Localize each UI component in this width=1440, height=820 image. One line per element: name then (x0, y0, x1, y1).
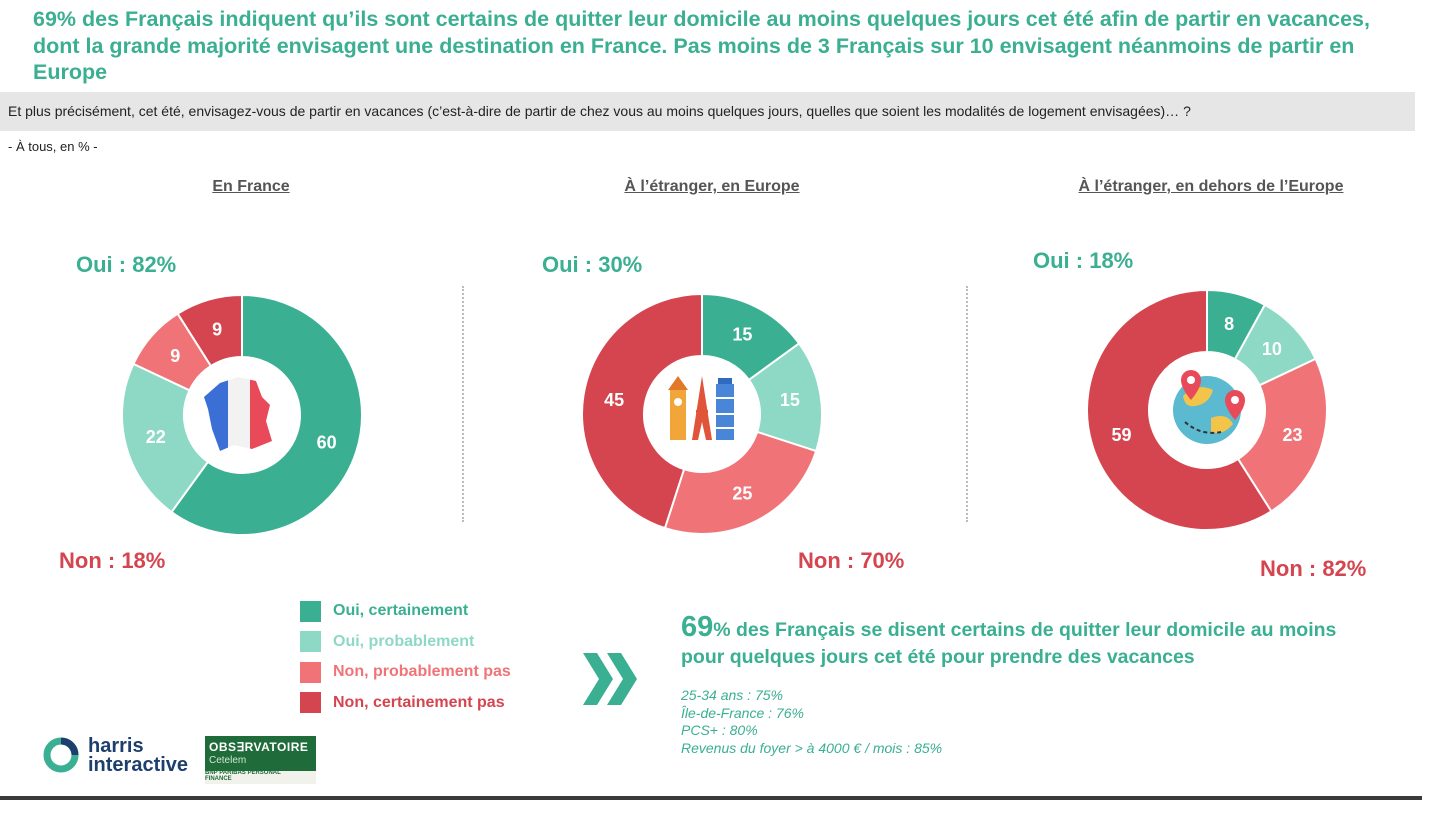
slice-value-label: 15 (732, 325, 752, 345)
legend-swatch (300, 661, 321, 683)
slice-non-probablement-pas (663, 430, 818, 535)
legend-swatch (300, 600, 321, 622)
observatoire-title: OBS∃RVATOIRE (209, 740, 309, 754)
observatoire-sub: Cetelem (209, 755, 247, 766)
legend-swatch (300, 631, 321, 653)
non-label-france: Non : 18% (59, 548, 166, 573)
legend-label: Non, probablement pas (333, 663, 511, 681)
legend-item: Oui, probablement (300, 627, 511, 658)
panel-title-europe: À l’étranger, en Europe (624, 178, 800, 195)
slice-non-certainement-pas (1086, 288, 1273, 531)
question-bar (0, 92, 1415, 131)
base-note: - À tous, en % - (8, 139, 98, 154)
observatoire-strip: BNP PARIBAS PERSONAL FINANCE (205, 770, 316, 784)
non-label-hors-europe: Non : 82% (1260, 556, 1367, 581)
panel-title-hors-europe: À l’étranger, en dehors de l’Europe (1078, 178, 1344, 195)
panel-title-france: En France (212, 178, 290, 195)
slice-value-label: 22 (146, 427, 166, 447)
question-text: Et plus précisément, cet été, envisagez-… (8, 103, 1191, 119)
slice-value-label: 60 (317, 433, 337, 453)
slice-non-certainement-pas (581, 292, 703, 530)
oui-label-hors-europe: Oui : 18% (1033, 248, 1134, 273)
double-chevron-icon (583, 653, 637, 705)
callout-details: 25-34 ans : 75% Île-de-France : 76% PCS+… (681, 687, 942, 757)
callout-number: 69 (681, 611, 714, 643)
slice-value-label: 9 (170, 346, 180, 366)
slice-value-label: 25 (732, 483, 752, 503)
donut-chart-hors-europe: 8 10 23 59 (1086, 288, 1328, 531)
detail-line: PCS+ : 80% (681, 722, 758, 738)
slice-non-certainement-pas (176, 293, 243, 368)
separator (966, 286, 968, 522)
legend-item: Non, probablement pas (300, 657, 511, 688)
legend-label: Oui, certainement (333, 602, 469, 620)
harris-logo-icon (43, 737, 79, 773)
oui-label-france: Oui : 82% (76, 252, 177, 277)
legend-item: Oui, certainement (300, 596, 511, 627)
non-label-europe: Non : 70% (798, 548, 905, 573)
oui-label-europe: Oui : 30% (542, 252, 643, 277)
slice-value-label: 10 (1262, 339, 1282, 359)
globe-travel-icon (1173, 370, 1245, 444)
slice-value-label: 45 (604, 390, 624, 410)
callout-text: 69% des Français se disent certains de q… (681, 611, 1381, 671)
separator (462, 286, 464, 522)
donut-chart-europe: 15 15 25 45 (581, 292, 823, 535)
donut-chart-france: 60 22 9 9 (121, 293, 363, 536)
bnp-text: BNP PARIBAS PERSONAL FINANCE (205, 770, 281, 782)
bottom-rule (0, 796, 1422, 800)
detail-line: Revenus du foyer > à 4000 € / mois : 85% (681, 739, 943, 756)
slice-value-label: 15 (780, 390, 800, 410)
detail-line: 25-34 ans : 75% (681, 687, 783, 703)
callout-body: % des Français se disent certains de qui… (681, 619, 1337, 668)
slice-value-label: 59 (1112, 425, 1132, 445)
harris-logo-text: harris interactive (88, 735, 189, 776)
slice-value-label: 8 (1224, 314, 1234, 334)
detail-line: Île-de-France : 76% (681, 704, 804, 721)
headline: 69% des Français indiquent qu’ils sont c… (33, 7, 1370, 84)
slice-value-label: 9 (212, 320, 222, 340)
legend-label: Oui, probablement (333, 632, 475, 650)
legend-item: Non, certainement pas (300, 688, 511, 719)
harris-line1: harris (88, 735, 144, 757)
harris-line2: interactive (88, 754, 189, 776)
legend-label: Non, certainement pas (333, 693, 505, 711)
slice-oui-probablement (121, 362, 210, 514)
slice-non-probablement-pas (1236, 357, 1328, 513)
european-monuments-icon (668, 376, 734, 440)
observatoire-cetelem-logo: OBS∃RVATOIRE Cetelem BNP PARIBAS PERSONA… (205, 736, 316, 784)
slice-oui-certainement (170, 293, 363, 536)
legend-swatch (300, 692, 321, 714)
france-map-icon (204, 377, 272, 451)
legend: Oui, certainement Oui, probablement Non,… (300, 596, 511, 718)
slice-value-label: 23 (1282, 425, 1302, 445)
